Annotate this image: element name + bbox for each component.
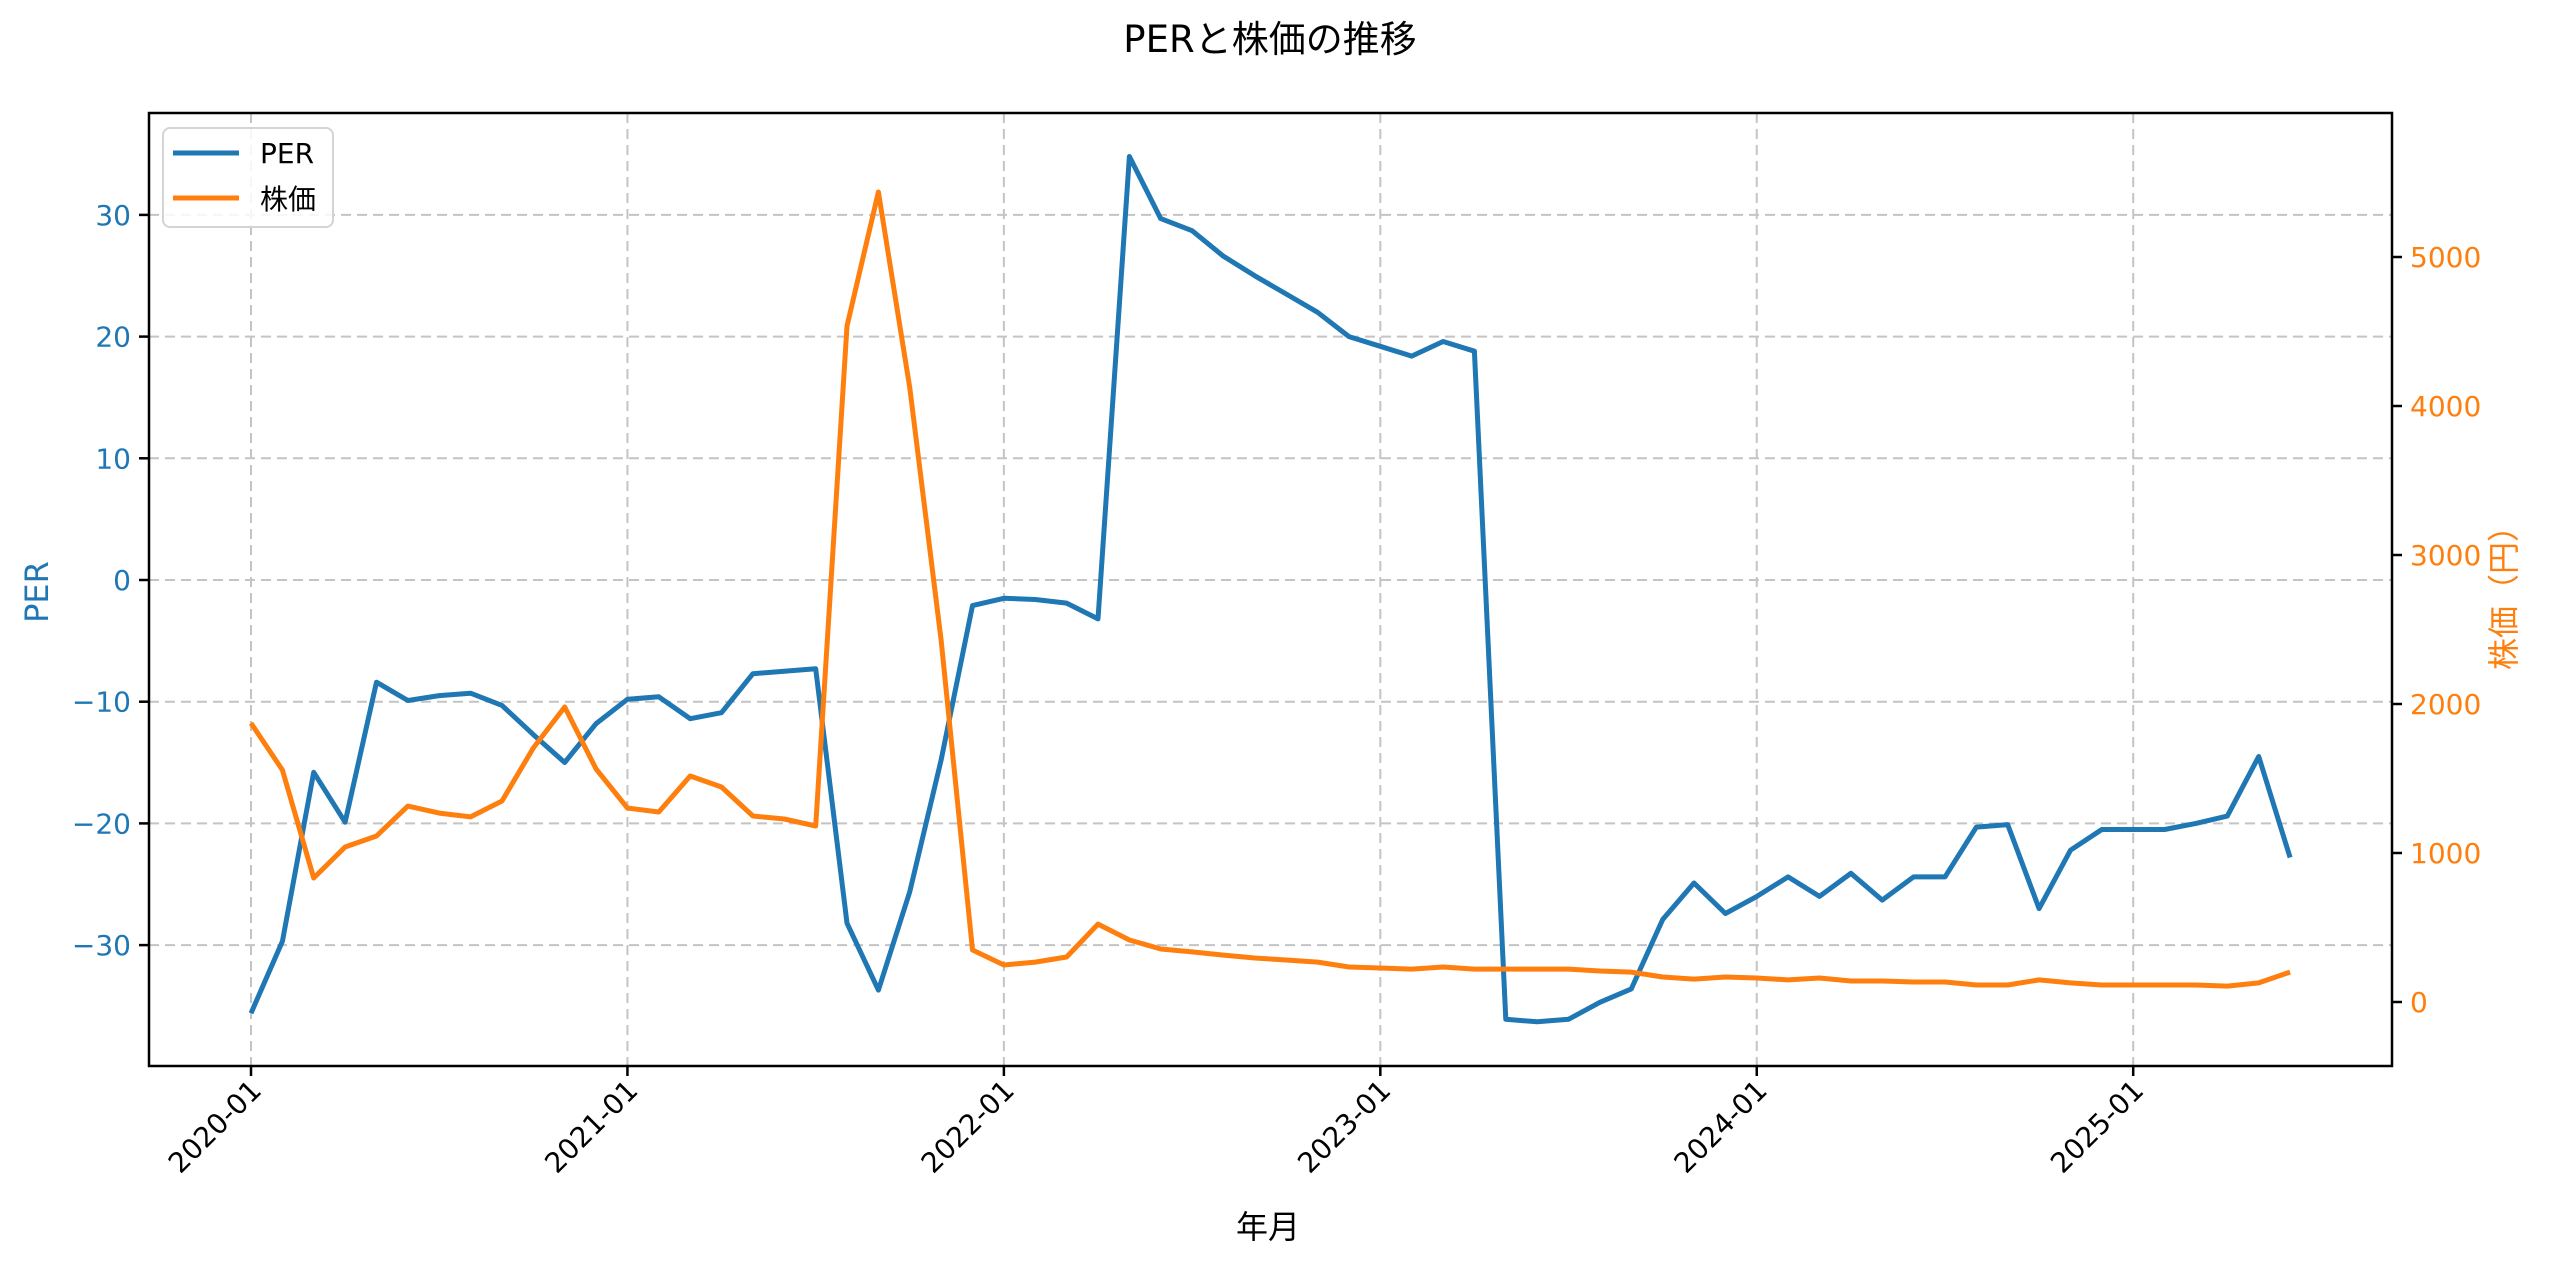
x-axis-label: 年月 bbox=[1236, 1208, 1300, 1246]
tick-label-x: 2023-01 bbox=[1291, 1074, 1397, 1180]
tick-label-right: 1000 bbox=[2410, 837, 2481, 870]
tick-label-left: −30 bbox=[72, 929, 131, 962]
legend: PER 株価 bbox=[162, 127, 334, 228]
tick-label-x: 2020-01 bbox=[162, 1074, 268, 1180]
plot-lines bbox=[248, 154, 2293, 1025]
per-line bbox=[248, 154, 2293, 1025]
tick-label-right: 0 bbox=[2410, 986, 2428, 1019]
tick-label-x: 2021-01 bbox=[538, 1074, 644, 1180]
tick-label-right: 4000 bbox=[2410, 390, 2481, 423]
tick-label-x: 2022-01 bbox=[915, 1074, 1021, 1180]
tick-label-right: 2000 bbox=[2410, 688, 2481, 721]
x-axis-ticks: 2020-01 2021-01 2022-01 2023-01 2024-01 2025-… bbox=[162, 1066, 2150, 1180]
tick-label-left: −20 bbox=[72, 807, 131, 840]
plot-frame bbox=[147, 111, 2394, 1068]
tick-label-left: 0 bbox=[113, 564, 131, 597]
y-axis-label-left: PER bbox=[18, 561, 56, 623]
tick-label-left: 20 bbox=[95, 321, 131, 354]
chart-title: PERと株価の推移 bbox=[1123, 18, 1416, 61]
tick-label-right: 3000 bbox=[2410, 539, 2481, 572]
tick-label-left: −10 bbox=[72, 686, 131, 719]
tick-label-left: 10 bbox=[95, 442, 131, 475]
price-line bbox=[248, 189, 2291, 989]
legend-label-price: 株価 bbox=[260, 183, 316, 216]
y-axis-label-right: 株価（円） bbox=[2485, 510, 2523, 670]
tick-label-left: 30 bbox=[95, 199, 131, 232]
right-axis-ticks: 0 1000 2000 3000 4000 5000 bbox=[2392, 241, 2481, 1019]
legend-label-per: PER bbox=[260, 137, 314, 170]
tick-label-x: 2025-01 bbox=[2044, 1074, 2150, 1180]
left-axis-ticks: −30 −20 −10 0 10 20 30 bbox=[72, 199, 149, 962]
tick-label-x: 2024-01 bbox=[1668, 1074, 1774, 1180]
tick-label-right: 5000 bbox=[2410, 241, 2481, 274]
grid-lines bbox=[149, 113, 2392, 1066]
